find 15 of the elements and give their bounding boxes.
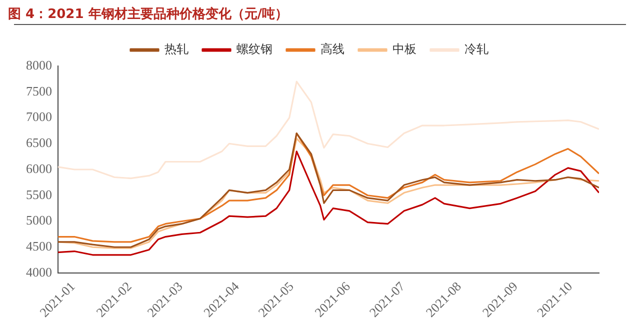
y-tick-label: 7000 xyxy=(26,109,52,124)
y-tick-label: 4500 xyxy=(26,238,52,254)
y-tick-label: 5000 xyxy=(26,212,52,228)
chart-title: 图 4：2021 年钢材主要品种价格变化（元/吨） xyxy=(8,6,288,23)
legend-label: 热轧 xyxy=(164,42,188,56)
y-tick-label: 5500 xyxy=(26,186,52,202)
y-tick-label: 8000 xyxy=(26,57,52,72)
y-tick-label: 4000 xyxy=(26,264,52,280)
legend-label: 冷轧 xyxy=(464,42,488,56)
y-tick-label: 6000 xyxy=(26,160,52,176)
y-tick-label: 6500 xyxy=(26,135,52,150)
legend-label: 中板 xyxy=(392,42,416,56)
y-tick-label: 7500 xyxy=(26,83,52,98)
legend-label: 高线 xyxy=(320,42,344,56)
legend-label: 螺纹钢 xyxy=(236,42,272,56)
